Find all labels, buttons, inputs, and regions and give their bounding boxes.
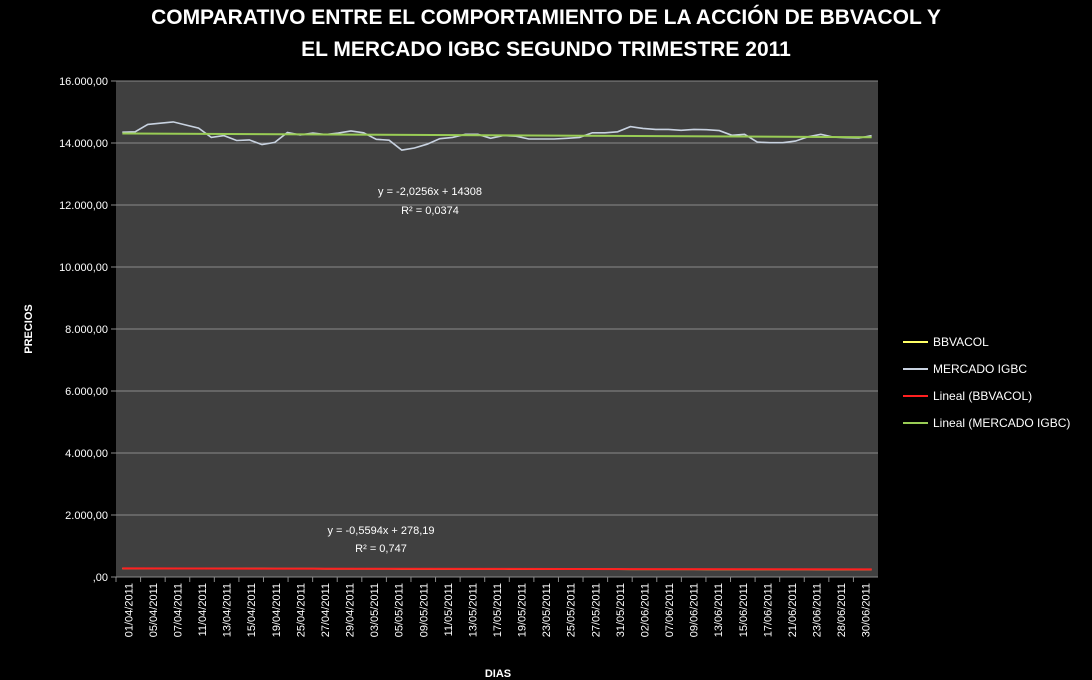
x-tick-label-25: 15/06/2011: [738, 583, 750, 637]
legend-label-lineal-bbvacol: Lineal (BBVACOL): [933, 389, 1032, 403]
x-tick-label-19: 27/05/2011: [590, 583, 602, 637]
x-tick-label-21: 02/06/2011: [639, 583, 651, 637]
trendline-bbvacol: [122, 567, 872, 571]
legend-label-lineal-igbc: Lineal (MERCADO IGBC): [933, 416, 1070, 430]
x-tick-label-0: 01/04/2011: [123, 583, 135, 637]
x-tick-label-20: 31/05/2011: [615, 583, 627, 637]
x-tick-label-16: 19/05/2011: [517, 583, 529, 637]
legend-label-igbc: MERCADO IGBC: [933, 362, 1027, 376]
trend-r2-igbc: R² = 0,0374: [401, 205, 459, 217]
x-axis-title: DIAS: [485, 668, 511, 680]
x-tick-label-22: 07/06/2011: [664, 583, 676, 637]
y-tick-label-6: 12.000,00: [59, 200, 108, 212]
x-tick-label-5: 15/04/2011: [246, 583, 258, 637]
x-tick-label-27: 21/06/2011: [787, 583, 799, 637]
x-tick-label-10: 03/05/2011: [369, 583, 381, 637]
y-tick-label-8: 16.000,00: [59, 76, 108, 88]
y-tick-label-0: ,00: [93, 572, 108, 584]
x-tick-label-28: 23/06/2011: [812, 583, 824, 637]
x-tick-label-26: 17/06/2011: [762, 583, 774, 637]
x-tick-label-12: 09/05/2011: [418, 583, 430, 637]
x-tick-label-11: 05/05/2011: [394, 583, 406, 637]
x-tick-label-23: 09/06/2011: [689, 583, 701, 637]
x-tick-label-30: 30/06/2011: [861, 583, 873, 637]
chart-title-line-1: COMPARATIVO ENTRE EL COMPORTAMIENTO DE L…: [151, 6, 941, 29]
chart-title: COMPARATIVO ENTRE EL COMPORTAMIENTO DE L…: [0, 2, 1092, 66]
legend-label-bbvacol: BBVACOL: [933, 335, 989, 349]
y-tick-label-3: 6.000,00: [65, 386, 108, 398]
x-tick-label-2: 07/04/2011: [172, 583, 184, 637]
legend: BBVACOL MERCADO IGBC Lineal (BBVACOL) Li…: [903, 335, 1070, 430]
series-line-mercado-igbc: [122, 121, 872, 151]
y-tick-label-5: 10.000,00: [59, 262, 108, 274]
x-tick-label-13: 11/05/2011: [443, 583, 455, 636]
x-tick-label-14: 13/05/2011: [467, 583, 479, 637]
x-tick-label-17: 23/05/2011: [541, 583, 553, 637]
trend-r2-bbvacol: R² = 0,747: [355, 543, 407, 555]
y-tick-label-2: 4.000,00: [65, 448, 108, 460]
gridlines: [116, 80, 878, 578]
x-tick-label-3: 11/04/2011: [197, 583, 209, 636]
trend-equation-bbvacol: y = -0,5594x + 278,19: [327, 525, 434, 537]
x-tick-label-24: 13/06/2011: [713, 583, 725, 637]
x-tick-label-18: 25/05/2011: [566, 583, 578, 637]
x-tick-label-9: 29/04/2011: [345, 583, 357, 637]
x-tick-label-4: 13/04/2011: [222, 583, 234, 637]
y-tick-label-7: 14.000,00: [59, 138, 108, 150]
x-axis-ticks: 01/04/2011 05/04/2011 07/04/2011 11/04/2011…: [115, 577, 873, 637]
y-axis-ticks: ,00 2.000,00 4.000,00 6.000,00 8.000,00 10.00…: [59, 76, 116, 584]
trendlines: [122, 132, 872, 571]
y-tick-label-4: 8.000,00: [65, 324, 108, 336]
x-tick-label-6: 19/04/2011: [271, 583, 283, 637]
x-tick-label-15: 17/05/2011: [492, 583, 504, 637]
x-tick-label-8: 27/04/2011: [320, 583, 332, 637]
trendline-mercado-igbc: [122, 132, 872, 139]
x-tick-label-7: 25/04/2011: [295, 583, 307, 637]
x-tick-label-29: 28/06/2011: [836, 583, 848, 637]
trend-equation-igbc: y = -2,0256x + 14308: [378, 186, 482, 198]
y-tick-label-1: 2.000,00: [65, 510, 108, 522]
x-tick-label-1: 05/04/2011: [148, 583, 160, 637]
chart-title-line-2: EL MERCADO IGBC SEGUNDO TRIMESTRE 2011: [301, 38, 791, 61]
y-axis-title: PRECIOS: [23, 304, 35, 354]
